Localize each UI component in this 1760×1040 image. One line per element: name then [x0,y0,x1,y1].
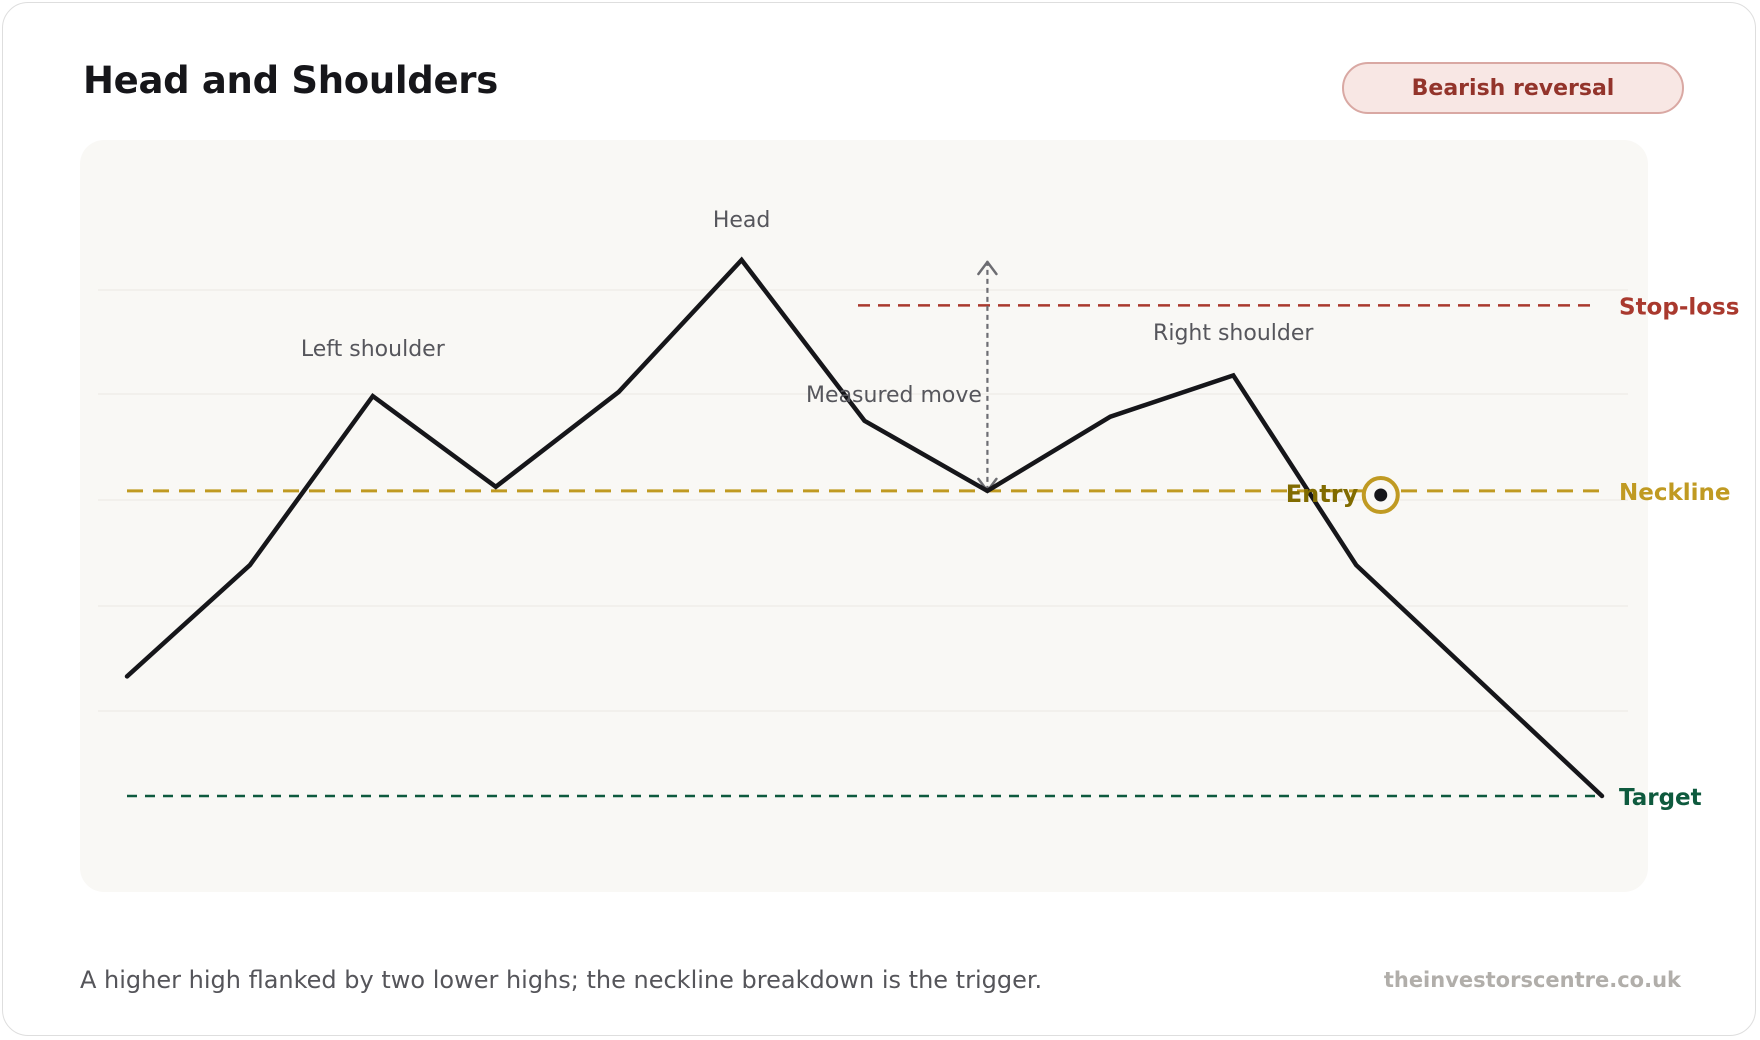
source-link[interactable]: theinvestorscentre.co.uk [1383,968,1681,992]
caption-text: A higher high flanked by two lower highs… [80,966,1043,994]
neckline-label: Neckline [1619,480,1731,506]
head-label: Head [713,208,771,233]
status-badge: Bearish reversal [1342,62,1684,114]
measured-move-arrowhead-up [977,260,998,276]
stop-loss-label: Stop-loss [1619,294,1739,320]
right-shoulder-label: Right shoulder [1153,321,1314,346]
measured-move-label: Measured move [806,383,982,408]
price-line [124,256,1605,799]
target-label: Target [1619,785,1702,811]
entry-marker-dot [1374,488,1388,502]
entry-label: Entry [1286,480,1359,508]
page-title: Head and Shoulders [83,59,498,102]
chart-panel [80,140,1648,892]
left-shoulder-label: Left shoulder [301,337,446,362]
